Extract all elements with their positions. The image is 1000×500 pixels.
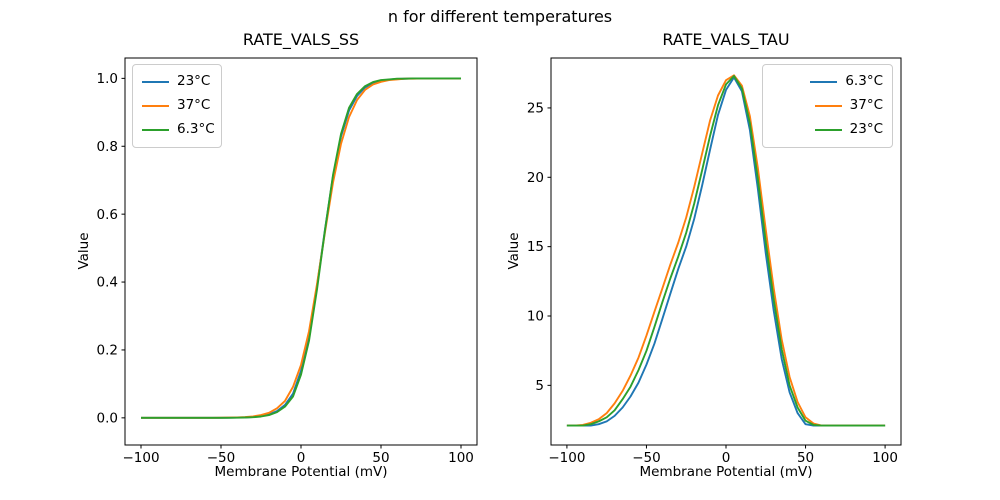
y-axis-label-left: Value bbox=[76, 232, 92, 270]
legend-label: 6.3°C bbox=[177, 121, 215, 138]
legend-line-sample bbox=[814, 129, 842, 131]
x-tick-label: 100 bbox=[448, 450, 474, 466]
legend-entry: 37°C bbox=[142, 94, 212, 118]
y-tick-label: 25 bbox=[527, 101, 544, 117]
x-tick-label: −100 bbox=[122, 450, 159, 466]
y-tick-label: 20 bbox=[527, 170, 544, 186]
legend-line-sample bbox=[142, 105, 169, 107]
series-line-23°C bbox=[566, 75, 886, 427]
y-tick-label: 5 bbox=[535, 378, 544, 394]
x-tick-label: −100 bbox=[548, 450, 585, 466]
y-tick-label: 0.2 bbox=[97, 343, 118, 359]
axes-frame bbox=[550, 57, 902, 446]
y-tick-label: 0.6 bbox=[97, 207, 118, 223]
axes-frame bbox=[124, 57, 478, 446]
y-tick-label: 10 bbox=[527, 309, 544, 325]
x-tick-label: 50 bbox=[372, 450, 389, 466]
legend-right: 6.3°C 37°C 23°C bbox=[762, 64, 893, 148]
y-tick-label: 0.4 bbox=[97, 275, 118, 291]
legend-entry: 37°C bbox=[772, 94, 883, 118]
x-axis-label-right: Membrane Potential (mV) bbox=[639, 464, 813, 480]
legend-line-sample bbox=[142, 81, 169, 83]
y-tick-label: 0.8 bbox=[97, 139, 118, 155]
x-axis-label-left: Membrane Potential (mV) bbox=[214, 464, 388, 480]
legend-label: 37°C bbox=[849, 97, 883, 114]
subplot-title-rate-vals-tau: RATE_VALS_TAU bbox=[662, 30, 790, 49]
legend-label: 6.3°C bbox=[845, 73, 883, 90]
legend-entry: 6.3°C bbox=[772, 70, 883, 94]
legend-left: 23°C 37°C 6.3°C bbox=[132, 64, 222, 148]
y-tick-label: 0.0 bbox=[97, 410, 118, 426]
legend-label: 23°C bbox=[177, 73, 211, 90]
x-tick-label: 0 bbox=[297, 450, 306, 466]
legend-line-sample bbox=[810, 81, 838, 83]
series-line-6.3°C bbox=[141, 77, 461, 419]
y-tick-label: 15 bbox=[527, 239, 544, 255]
y-tick-label: 1.0 bbox=[97, 71, 118, 87]
x-tick-label: −50 bbox=[207, 450, 236, 466]
legend-label: 37°C bbox=[177, 97, 211, 114]
legend-line-sample bbox=[814, 105, 842, 107]
x-tick-label: −50 bbox=[632, 450, 661, 466]
legend-entry: 6.3°C bbox=[142, 118, 215, 142]
y-axis-label-right: Value bbox=[506, 232, 522, 270]
x-tick-label: 0 bbox=[722, 450, 731, 466]
figure-title: n for different temperatures bbox=[387, 7, 613, 26]
subplot-title-rate-vals-ss: RATE_VALS_SS bbox=[242, 30, 360, 49]
legend-line-sample bbox=[142, 129, 169, 131]
x-tick-label: 100 bbox=[872, 450, 898, 466]
legend-label: 23°C bbox=[849, 121, 883, 138]
legend-entry: 23°C bbox=[142, 70, 212, 94]
legend-entry: 23°C bbox=[772, 118, 883, 142]
x-tick-label: 50 bbox=[797, 450, 814, 466]
